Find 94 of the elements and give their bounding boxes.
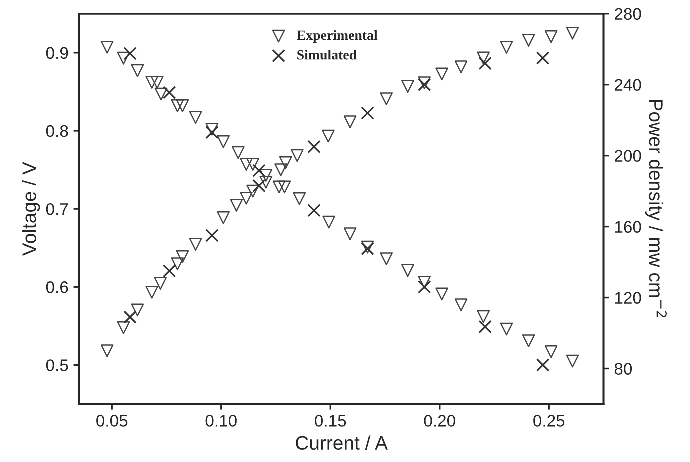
- point: [146, 286, 159, 299]
- point: [150, 76, 164, 90]
- y-tick-label: 0.6: [46, 282, 68, 294]
- y-tick-label: 0.8: [46, 125, 68, 138]
- point: [131, 304, 144, 317]
- y2-tick-label: 280: [615, 8, 642, 20]
- y2-tick-label: 160: [615, 221, 642, 234]
- point: [206, 126, 219, 140]
- point: [344, 116, 357, 129]
- point: [436, 68, 448, 81]
- y-tick-label: 0.7: [46, 203, 68, 216]
- point: [117, 52, 130, 65]
- point: [477, 52, 490, 65]
- point: [279, 156, 292, 170]
- point: [308, 204, 321, 218]
- point: [402, 264, 414, 278]
- point: [131, 64, 144, 78]
- y2-axis-title: Power density / mw cm$^{−2}$: [645, 100, 667, 318]
- x-axis-title: Current / A: [296, 436, 388, 450]
- point: [544, 346, 558, 358]
- x-tick-label: 0.20: [424, 415, 456, 427]
- point: [478, 56, 492, 70]
- point: [522, 34, 536, 47]
- x-tick-label: 0.25: [534, 415, 565, 427]
- point: [454, 60, 468, 74]
- point: [189, 238, 202, 251]
- point: [100, 41, 114, 54]
- y2-tick-label: 120: [615, 292, 642, 304]
- point: [124, 310, 137, 324]
- point: [176, 250, 190, 264]
- point: [246, 184, 260, 198]
- point: [260, 176, 273, 189]
- point: [206, 122, 219, 136]
- point: [536, 52, 550, 65]
- point: [308, 140, 321, 154]
- point: [293, 192, 306, 206]
- point: [566, 354, 580, 368]
- legend-label: Simulated: [298, 50, 357, 60]
- point: [566, 26, 580, 40]
- point: [246, 158, 260, 171]
- point: [217, 211, 230, 224]
- point: [522, 334, 536, 348]
- point: [274, 164, 288, 176]
- point: [240, 192, 253, 205]
- point: [260, 169, 273, 182]
- y-axis-title: Voltage / V: [22, 162, 40, 256]
- point: [252, 179, 266, 193]
- point: [162, 264, 176, 278]
- point: [380, 92, 393, 106]
- point: [500, 41, 514, 54]
- point: [454, 298, 468, 312]
- point: [252, 164, 266, 178]
- point: [176, 100, 190, 112]
- point: [478, 320, 492, 334]
- point: [117, 322, 130, 334]
- point: [418, 280, 432, 294]
- point: [436, 288, 448, 301]
- point: [232, 146, 245, 160]
- point: [206, 229, 219, 242]
- point: [536, 358, 550, 372]
- point: [189, 111, 202, 124]
- x-tick-label: 0.10: [206, 415, 237, 427]
- x-tick-label: 0.15: [315, 415, 346, 427]
- point: [477, 310, 490, 324]
- point: [322, 130, 335, 143]
- point: [154, 88, 168, 101]
- x-tick-label: 0.05: [96, 415, 128, 427]
- point: [146, 76, 159, 90]
- y-tick-label: 0.9: [46, 47, 68, 60]
- point: [361, 106, 374, 120]
- point: [217, 135, 230, 148]
- point: [171, 100, 184, 112]
- point: [162, 86, 176, 100]
- point: [544, 30, 558, 44]
- point: [272, 180, 286, 194]
- point: [418, 276, 432, 289]
- point: [154, 277, 168, 290]
- point: [344, 228, 357, 240]
- point: [278, 180, 292, 194]
- point: [171, 258, 184, 270]
- point: [124, 47, 137, 60]
- point: [402, 80, 414, 94]
- y-tick-label: 0.5: [46, 360, 68, 372]
- point: [322, 216, 336, 229]
- point: [290, 149, 304, 162]
- point: [500, 322, 514, 336]
- point: [380, 252, 393, 266]
- point: [230, 199, 244, 212]
- y2-tick-label: 200: [615, 150, 642, 162]
- y2-tick-label: 240: [615, 79, 642, 92]
- point: [240, 158, 253, 171]
- legend-label: Experimental: [297, 30, 378, 43]
- y2-tick-label: 80: [614, 363, 632, 375]
- point: [100, 344, 114, 358]
